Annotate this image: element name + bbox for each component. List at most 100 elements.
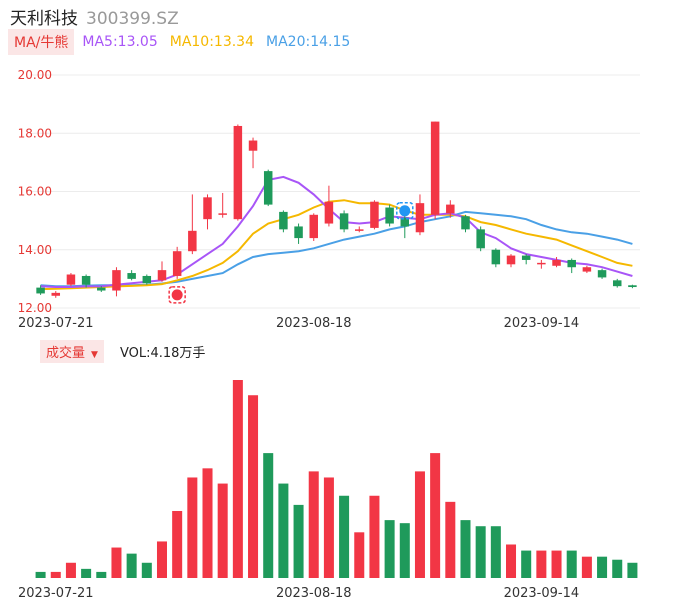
volume-bar — [278, 483, 289, 578]
candle — [491, 248, 501, 268]
volume-bar — [141, 562, 152, 578]
candle — [415, 194, 425, 236]
signal-markers — [168, 202, 414, 304]
candle-body — [218, 213, 227, 215]
candle — [506, 254, 516, 268]
volume-bar — [369, 495, 380, 578]
candle-body — [567, 259, 576, 268]
volume-bar — [536, 550, 547, 578]
date-axis-bottom: 2023-07-21 2023-08-18 2023-09-14 — [18, 586, 579, 601]
date-axis-top: 2023-07-21 2023-08-18 2023-09-14 — [18, 316, 579, 331]
date-tick-label: 2023-08-18 — [276, 316, 352, 331]
volume-tag-label: 成交量 — [46, 345, 86, 361]
volume-bar — [339, 495, 350, 578]
candle — [112, 267, 121, 297]
volume-bar — [202, 468, 213, 578]
volume-bar — [490, 526, 501, 578]
volume-bar — [612, 559, 623, 578]
candle — [582, 265, 592, 274]
volume-bar — [217, 483, 228, 578]
candle — [385, 204, 394, 227]
ma-toggle-button[interactable]: MA/牛熊 — [8, 29, 75, 55]
candle — [81, 274, 91, 288]
candle — [430, 121, 440, 220]
volume-bar — [506, 544, 517, 578]
volume-bar — [263, 453, 274, 578]
candle — [233, 124, 243, 221]
buy-signal-frame — [168, 286, 186, 304]
candle-body — [339, 213, 349, 230]
candle-body — [552, 259, 561, 266]
candle-body — [81, 275, 91, 285]
volume-indicator-dropdown[interactable]: 成交量 ▼ — [40, 339, 104, 363]
candle-body — [248, 140, 258, 151]
volume-bar — [475, 526, 486, 578]
price-tick-label: 16.00 — [18, 185, 52, 199]
candle — [370, 200, 379, 230]
sell-signal-icon — [399, 205, 411, 217]
volume-legend: 成交量 ▼ VOL:4.18万手 — [40, 339, 206, 363]
candle — [461, 214, 470, 233]
candle-body — [430, 121, 440, 215]
ma20-label: MA20:14.15 — [266, 34, 351, 50]
volume-bar — [293, 504, 304, 578]
candle-body — [51, 292, 61, 296]
stock-code: 300399.SZ — [86, 9, 179, 29]
candle-body — [157, 270, 167, 281]
volume-bar — [581, 556, 592, 578]
ma5-line — [40, 175, 633, 288]
candle-body — [309, 214, 318, 239]
candle-body — [142, 275, 152, 284]
volume-bar — [323, 477, 334, 578]
volume-bar — [126, 553, 137, 578]
date-tick-label: 2023-09-14 — [504, 586, 580, 601]
candle-body — [66, 274, 76, 285]
stock-name: 天利科技 — [10, 9, 78, 29]
candle-body — [172, 251, 182, 276]
volume-bar — [414, 471, 425, 578]
candle — [279, 210, 288, 233]
volume-bar — [156, 541, 167, 578]
candle — [339, 210, 349, 233]
candle — [157, 261, 167, 282]
volume-bar — [172, 510, 183, 578]
volume-bar — [627, 562, 638, 578]
candle — [248, 137, 258, 169]
volume-bar — [460, 520, 471, 578]
price-tick-label: 12.00 — [18, 301, 52, 315]
candle — [203, 194, 212, 230]
candle-body — [188, 230, 197, 252]
candle — [294, 223, 303, 244]
candle-body — [628, 285, 637, 288]
candle — [521, 254, 531, 265]
candle — [446, 200, 455, 218]
ma5-label: MA5:13.05 — [82, 34, 158, 50]
volume-bar — [65, 562, 76, 578]
candle-body — [279, 211, 288, 230]
candle — [188, 194, 197, 255]
candle-body — [461, 216, 470, 230]
candle-body — [203, 197, 212, 220]
volume-bar — [308, 471, 319, 578]
volume-value: VOL:4.18万手 — [119, 345, 206, 361]
candle — [400, 214, 410, 239]
candle — [324, 185, 334, 227]
candle — [355, 226, 364, 233]
candle — [537, 259, 546, 269]
volume-bar — [50, 571, 61, 578]
candle — [51, 291, 61, 298]
candle-body — [233, 125, 243, 220]
candle-body — [294, 226, 303, 239]
candle — [476, 226, 485, 252]
ma-legend: MA/牛熊 MA5:13.05 MA10:13.34 MA20:14.15 — [8, 29, 362, 55]
candle — [172, 246, 182, 279]
date-tick-label: 2023-07-21 — [18, 316, 94, 331]
candle-body — [97, 287, 106, 291]
price-gridlines — [30, 74, 640, 309]
candle — [142, 274, 152, 285]
candle — [218, 192, 227, 218]
moving-average-lines — [40, 175, 633, 291]
volume-bar — [551, 550, 562, 578]
volume-bar — [597, 556, 608, 578]
